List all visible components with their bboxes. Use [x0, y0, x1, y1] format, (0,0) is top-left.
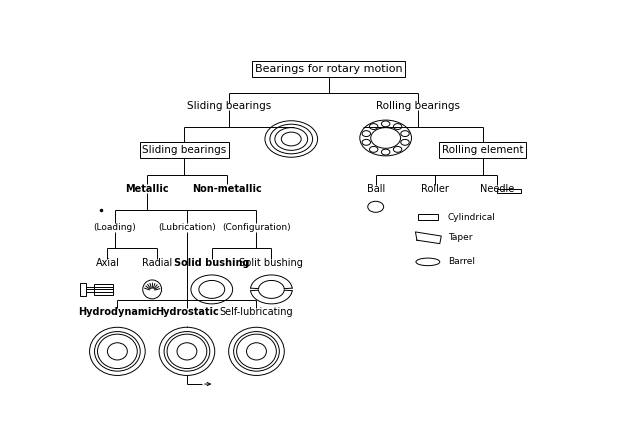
Text: Split bushing: Split bushing: [240, 258, 303, 268]
Text: Rolling element: Rolling element: [442, 145, 523, 155]
Text: Metallic: Metallic: [126, 184, 169, 194]
Text: Taper: Taper: [447, 233, 472, 242]
Text: Radial: Radial: [142, 258, 172, 268]
Text: Rolling bearings: Rolling bearings: [376, 101, 460, 111]
Circle shape: [394, 124, 402, 130]
Circle shape: [381, 121, 390, 127]
Text: (Configuration): (Configuration): [222, 223, 291, 232]
Bar: [80, 283, 86, 296]
Text: Bearings for rotary motion: Bearings for rotary motion: [254, 64, 403, 74]
Text: Cylindrical: Cylindrical: [447, 213, 495, 222]
Circle shape: [362, 131, 370, 136]
Text: Sliding bearings: Sliding bearings: [142, 145, 226, 155]
Circle shape: [401, 139, 409, 145]
Circle shape: [381, 149, 390, 155]
Text: Non-metallic: Non-metallic: [192, 184, 262, 194]
Text: Ball: Ball: [367, 184, 385, 194]
Bar: [497, 189, 521, 193]
Text: (Loading): (Loading): [94, 223, 137, 232]
Circle shape: [394, 147, 402, 152]
Circle shape: [362, 139, 370, 145]
Text: Hydrostatic: Hydrostatic: [155, 308, 219, 317]
Text: Needle: Needle: [480, 184, 515, 194]
Text: Roller: Roller: [421, 184, 449, 194]
Text: Hydrodynamic: Hydrodynamic: [78, 308, 157, 317]
Circle shape: [369, 124, 378, 130]
Text: Sliding bearings: Sliding bearings: [187, 101, 271, 111]
Bar: [418, 214, 438, 220]
Text: Solid bushing: Solid bushing: [174, 258, 249, 268]
Text: Barrel: Barrel: [447, 257, 475, 266]
Circle shape: [401, 131, 409, 136]
Text: (Lubrication): (Lubrication): [158, 223, 216, 232]
Text: Self-lubricating: Self-lubricating: [220, 308, 294, 317]
Text: Axial: Axial: [96, 258, 119, 268]
Bar: [94, 284, 113, 295]
Circle shape: [369, 147, 378, 152]
